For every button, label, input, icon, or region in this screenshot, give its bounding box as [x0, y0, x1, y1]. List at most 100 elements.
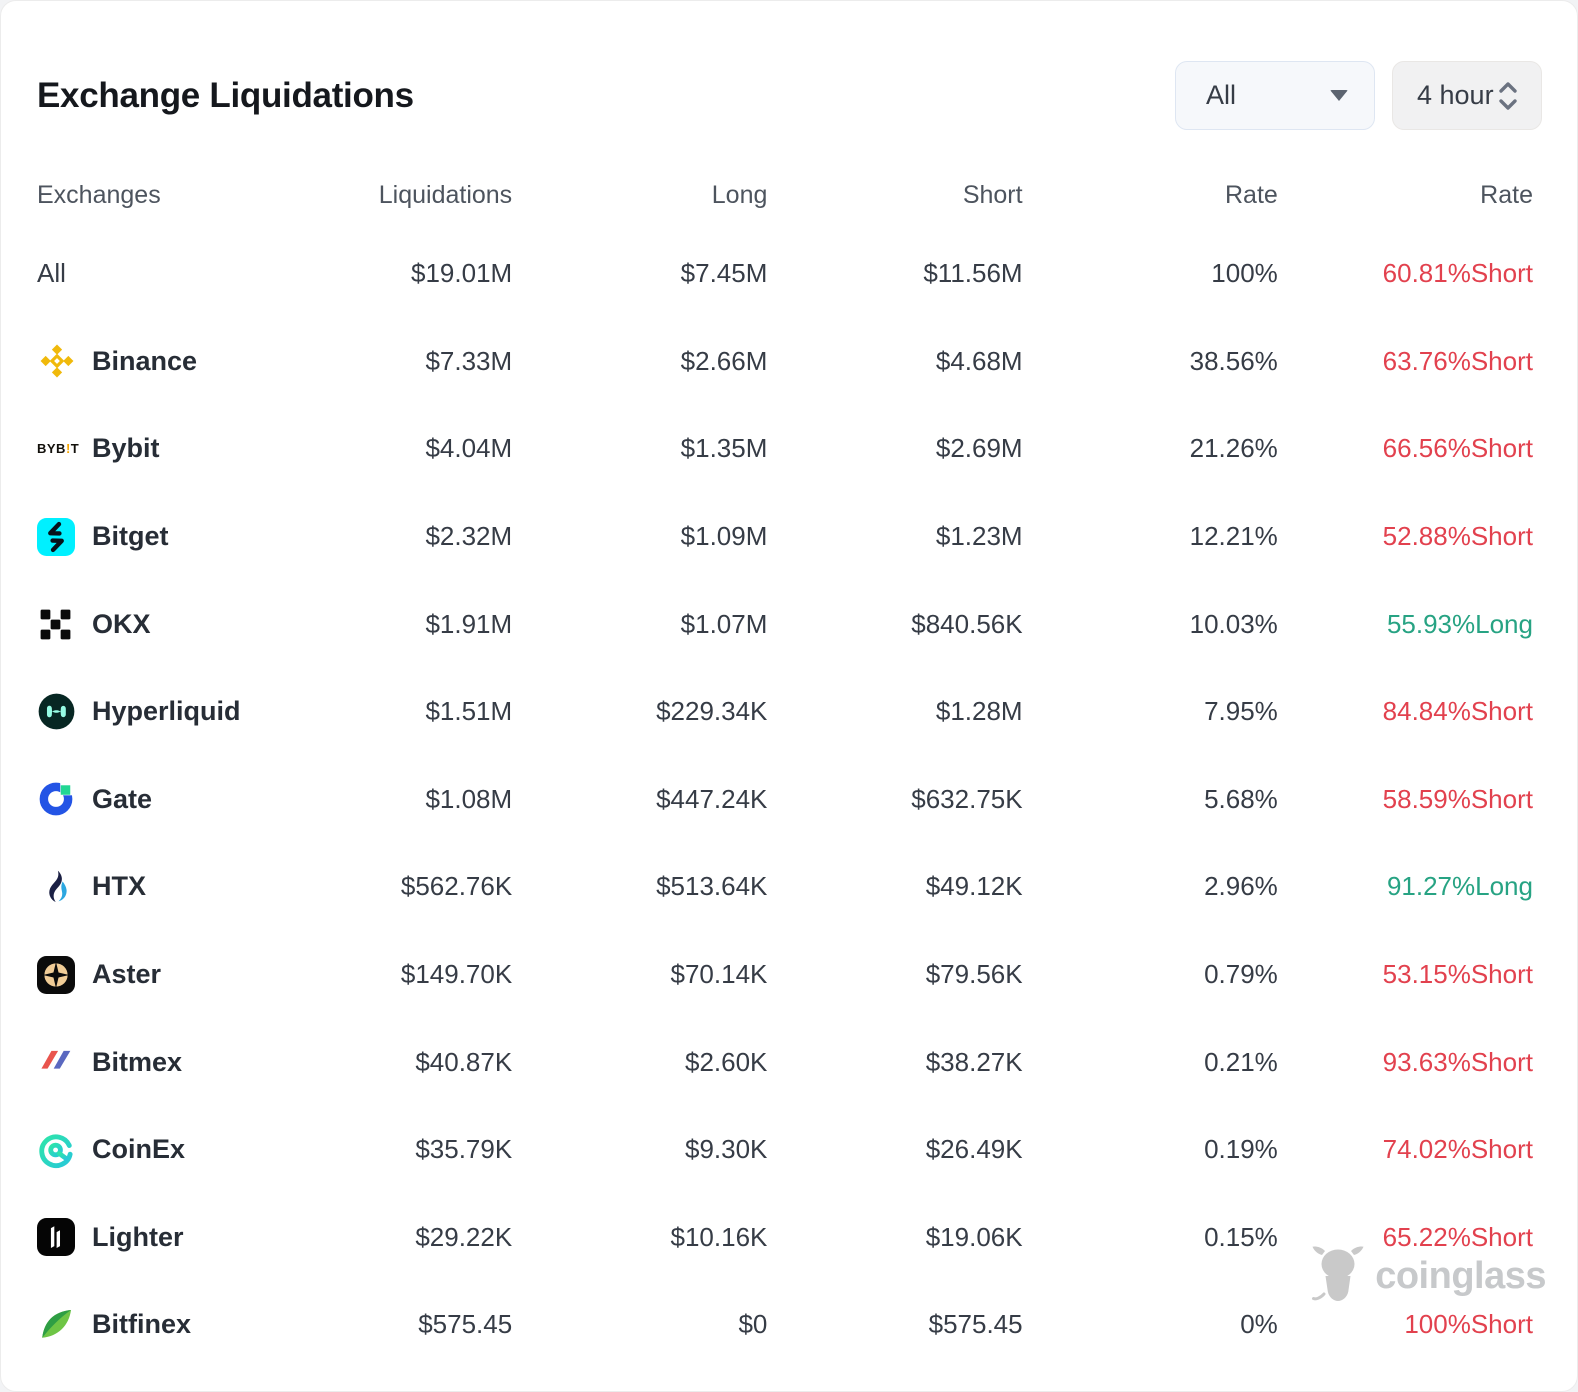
table-row[interactable]: OKX $1.91M $1.07M $840.56K 10.03% 55.93%… [37, 580, 1533, 668]
long-value: $2.60K [684, 1046, 768, 1077]
aster-icon [37, 955, 81, 994]
exchange-name: CoinEx [92, 1134, 186, 1165]
bitget-icon [37, 517, 81, 556]
bybit-icon: BYB!T [37, 441, 80, 457]
long-value: $1.07M [680, 608, 768, 639]
bias-rate-value: 58.59%Short [1382, 783, 1533, 814]
column-header-long: Long [711, 180, 768, 209]
exchange-cell: Binance [37, 341, 257, 381]
short-value: $49.12K [925, 871, 1023, 902]
rate-value: 100% [1211, 258, 1278, 289]
table-row[interactable]: Binance $7.33M $2.66M $4.68M 38.56% 63.7… [37, 318, 1533, 406]
exchange-name: OKX [92, 608, 151, 639]
exchange-name: Lighter [92, 1221, 184, 1252]
chevron-down-icon [1330, 90, 1348, 101]
liquidations-value: $1.51M [425, 696, 513, 727]
table-row[interactable]: CoinEx $35.79K $9.30K $26.49K 0.19% 74.0… [37, 1106, 1533, 1194]
htx-icon [37, 868, 81, 906]
exchange-cell: Bitfinex [37, 1305, 257, 1344]
short-value: $79.56K [925, 959, 1023, 990]
exchange-cell: Bitget [37, 517, 257, 556]
bias-rate-value: 63.76%Short [1382, 345, 1533, 376]
long-value: $70.14K [670, 959, 768, 990]
rate-value: 0.21% [1204, 1046, 1278, 1077]
short-value: $11.56M [923, 258, 1023, 289]
table-row[interactable]: Gate $1.08M $447.24K $632.75K 5.68% 58.5… [37, 756, 1533, 844]
exchange-name: Hyperliquid [92, 696, 241, 727]
column-header-liquidations: Liquidations [378, 180, 513, 209]
bias-rate-value: 60.81%Short [1382, 258, 1533, 289]
liquidations-value: $562.76K [400, 871, 513, 902]
exchange-cell: Gate [37, 780, 257, 818]
exchange-cell: BYB!T Bybit [37, 433, 257, 464]
table-row[interactable]: Lighter $29.22K $10.16K $19.06K 0.15% 65… [37, 1194, 1533, 1282]
table-row[interactable]: Aster $149.70K $70.14K $79.56K 0.79% 53.… [37, 931, 1533, 1019]
short-value: $632.75K [911, 783, 1023, 814]
liquidations-value: $35.79K [415, 1134, 513, 1165]
exchange-name: All [37, 258, 66, 289]
exchange-cell: Bitmex [37, 1042, 257, 1082]
up-down-chevrons-icon [1495, 79, 1521, 113]
rate-value: 0.79% [1204, 959, 1278, 990]
table-row[interactable]: All $19.01M $7.45M $11.56M 100% 60.81%Sh… [37, 230, 1533, 318]
table-row[interactable]: Bitmex $40.87K $2.60K $38.27K 0.21% 93.6… [37, 1018, 1533, 1106]
column-header-short: Short [962, 180, 1023, 209]
short-value: $19.06K [925, 1221, 1023, 1252]
rate-value: 2.96% [1204, 871, 1278, 902]
short-value: $1.28M [935, 696, 1023, 727]
short-value: $1.23M [935, 521, 1023, 552]
exchange-cell: CoinEx [37, 1131, 257, 1169]
liquidations-value: $4.04M [425, 433, 513, 464]
short-value: $840.56K [911, 608, 1023, 639]
table-row[interactable]: Bitget $2.32M $1.09M $1.23M 12.21% 52.88… [37, 493, 1533, 581]
table-row[interactable]: Bitfinex $575.45 $0 $575.45 0% 100%Short [37, 1281, 1533, 1369]
lighter-icon [37, 1218, 81, 1257]
short-value: $26.49K [925, 1134, 1023, 1165]
bias-rate-value: 55.93%Long [1386, 608, 1533, 639]
long-value: $0 [738, 1309, 768, 1340]
bias-rate-value: 100%Short [1404, 1309, 1533, 1340]
table-row[interactable]: Hyperliquid $1.51M $229.34K $1.28M 7.95%… [37, 668, 1533, 756]
table-row[interactable]: BYB!T Bybit $4.04M $1.35M $2.69M 21.26% … [37, 405, 1533, 493]
column-header-rate: Rate [1224, 180, 1278, 209]
gate-icon [37, 780, 81, 818]
exchange-filter-value: All [1206, 80, 1237, 110]
bias-rate-value: 65.22%Short [1382, 1221, 1533, 1252]
exchange-cell: All [37, 258, 257, 289]
exchange-cell: Lighter [37, 1218, 257, 1257]
bias-rate-value: 74.02%Short [1382, 1134, 1533, 1165]
long-value: $513.64K [656, 871, 768, 902]
liquidations-value: $7.33M [425, 345, 513, 376]
exchange-filter-dropdown[interactable]: All [1175, 61, 1375, 130]
exchange-cell: Hyperliquid [37, 692, 257, 731]
rate-value: 10.03% [1189, 608, 1278, 639]
exchange-name: Bitfinex [92, 1309, 192, 1340]
exchange-name: Bybit [92, 433, 160, 464]
rate-value: 0% [1240, 1309, 1278, 1340]
bias-rate-value: 93.63%Short [1382, 1046, 1533, 1077]
exchange-cell: Aster [37, 955, 257, 994]
rate-value: 7.95% [1204, 696, 1278, 727]
bias-rate-value: 53.15%Short [1382, 959, 1533, 990]
short-value: $4.68M [935, 345, 1023, 376]
exchange-name: Binance [92, 345, 198, 376]
short-value: $575.45 [928, 1309, 1023, 1340]
bias-rate-value: 52.88%Short [1382, 521, 1533, 552]
bitfinex-icon [37, 1305, 81, 1344]
coinex-icon [37, 1131, 81, 1169]
long-value: $10.16K [670, 1221, 768, 1252]
filter-controls: All 4 hour [1175, 61, 1542, 130]
table-row[interactable]: HTX $562.76K $513.64K $49.12K 2.96% 91.2… [37, 843, 1533, 931]
interval-filter-value: 4 hour [1417, 80, 1494, 110]
long-value: $447.24K [656, 783, 768, 814]
interval-filter-dropdown[interactable]: 4 hour [1392, 61, 1542, 130]
bias-rate-value: 84.84%Short [1382, 696, 1533, 727]
column-header-bias-rate: Rate [1480, 180, 1533, 209]
long-value: $2.66M [680, 345, 768, 376]
bitmex-icon [37, 1042, 81, 1082]
liquidations-value: $1.91M [425, 608, 513, 639]
liquidations-value: $2.32M [425, 521, 513, 552]
rate-value: 21.26% [1189, 433, 1278, 464]
page-title: Exchange Liquidations [37, 75, 414, 115]
